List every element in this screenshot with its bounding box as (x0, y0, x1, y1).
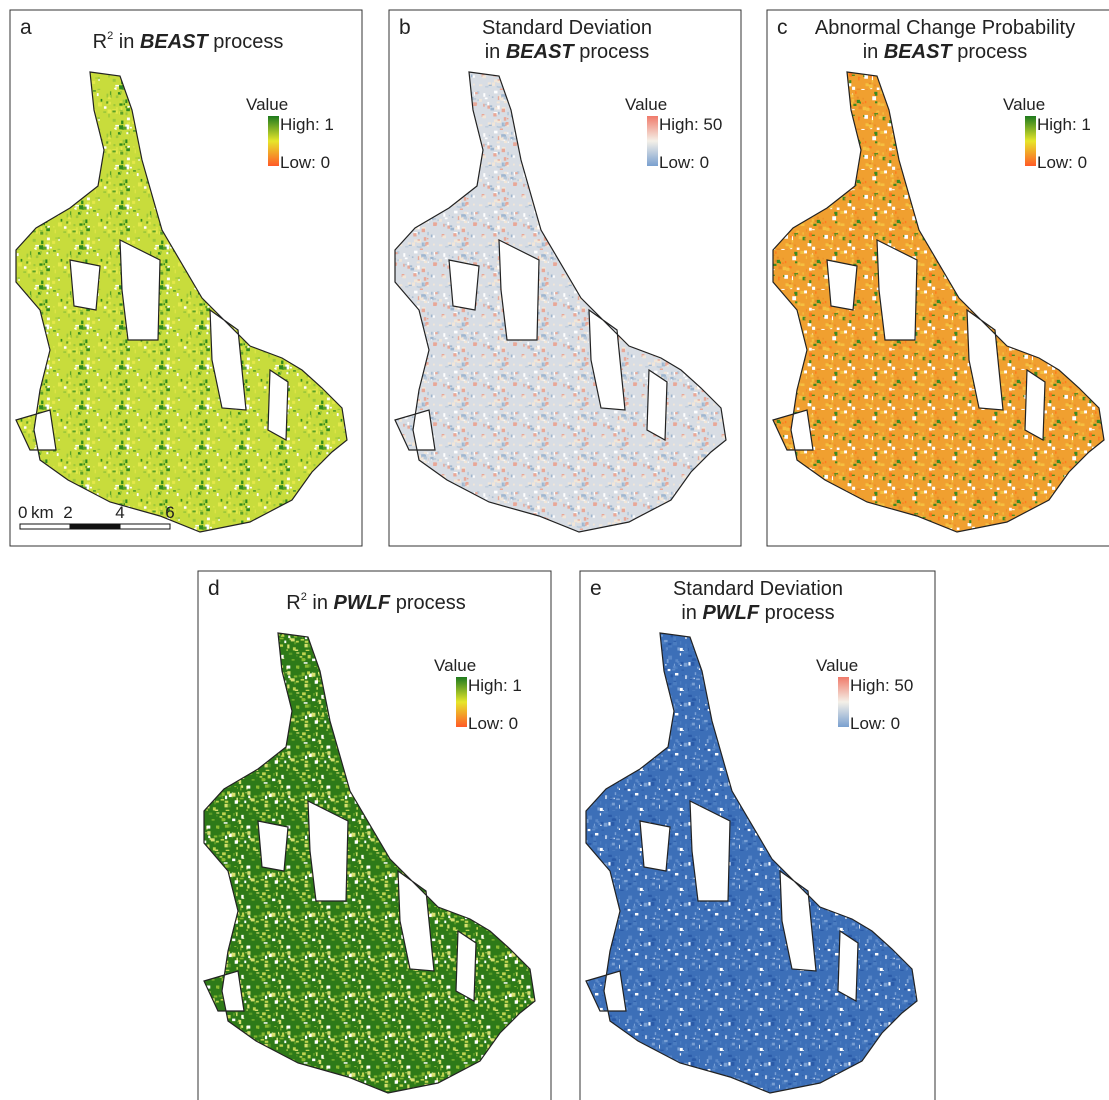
legend-heading: Value (816, 656, 858, 675)
title-part: process (390, 592, 466, 614)
title-part: process (208, 31, 284, 53)
title-part: Abnormal Change Probability (815, 17, 1075, 39)
legend-high: High: 1 (468, 676, 522, 695)
scale-label: 0 (18, 503, 27, 522)
legend-heading: Value (246, 95, 288, 114)
title-part: BEAST (140, 31, 210, 53)
title-part: BEAST (884, 41, 954, 63)
title-part: Standard Deviation (482, 17, 652, 39)
legend-high: High: 1 (280, 115, 334, 134)
legend-high: High: 1 (1037, 115, 1091, 134)
legend-gradient (1025, 116, 1036, 166)
legend-heading: Value (625, 95, 667, 114)
title-part: BEAST (506, 41, 576, 63)
title-part: process (574, 41, 650, 63)
scale-label: 2 (63, 503, 72, 522)
title-part: in (485, 41, 506, 63)
scale-bar: 0 km 2 4 6 (18, 503, 175, 530)
scale-segment (19, 523, 71, 530)
panel-title: in BEAST process (863, 41, 1028, 63)
panel-letter: d (208, 577, 220, 600)
glacier-map (772, 71, 1105, 533)
glacier-map (15, 71, 348, 533)
glacier-map (585, 632, 918, 1094)
legend-low: Low: 0 (468, 714, 518, 733)
panel-title: R2 in PWLF process (286, 591, 466, 614)
legend-gradient (456, 677, 467, 727)
title-part: in (681, 602, 702, 624)
panel-title: R2 in BEAST process (93, 30, 284, 53)
title-part: 2 (301, 591, 307, 603)
panel-letter: b (399, 16, 411, 39)
title-part: process (759, 602, 835, 624)
legend-heading: Value (1003, 95, 1045, 114)
legend-heading: Value (434, 656, 476, 675)
title-part: PWLF (702, 602, 759, 624)
title-part: in (863, 41, 884, 63)
title-part: PWLF (334, 592, 391, 614)
legend-gradient (838, 677, 849, 727)
legend-gradient (268, 116, 279, 166)
title-part: Standard Deviation (673, 578, 843, 600)
panel-letter: e (590, 577, 602, 600)
scale-segment (119, 523, 171, 530)
legend-low: Low: 0 (280, 153, 330, 172)
panel-title: in PWLF process (681, 602, 834, 624)
panel-letter: a (20, 16, 32, 39)
legend-high: High: 50 (850, 676, 913, 695)
panel-title: Standard Deviation (673, 578, 843, 600)
panel-letter: c (777, 16, 788, 39)
glacier-map (203, 632, 536, 1094)
title-part: R (286, 592, 300, 614)
title-part: 2 (107, 30, 113, 42)
panel-title: Standard Deviation (482, 17, 652, 39)
panel-title: in BEAST process (485, 41, 650, 63)
legend-high: High: 50 (659, 115, 722, 134)
panel-title: Abnormal Change Probability (815, 17, 1075, 39)
legend-low: Low: 0 (850, 714, 900, 733)
title-part: process (952, 41, 1028, 63)
title-part: in (113, 31, 140, 53)
legend-low: Low: 0 (659, 153, 709, 172)
scale-label: km (31, 503, 54, 522)
title-part: R (93, 31, 107, 53)
glacier-map (394, 71, 727, 533)
scale-label: 6 (165, 503, 174, 522)
title-part: in (307, 592, 334, 614)
legend-gradient (647, 116, 658, 166)
scale-label: 4 (115, 503, 124, 522)
legend-low: Low: 0 (1037, 153, 1087, 172)
scale-segment (69, 523, 121, 530)
